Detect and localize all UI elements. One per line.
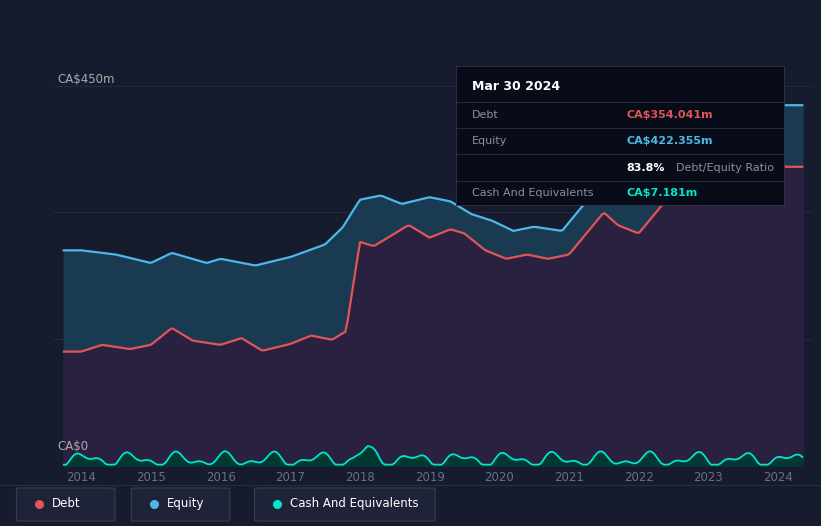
Text: CA$0: CA$0: [57, 440, 89, 453]
Text: Equity: Equity: [472, 136, 507, 146]
Text: Cash And Equivalents: Cash And Equivalents: [290, 497, 419, 510]
Text: CA$7.181m: CA$7.181m: [626, 188, 698, 198]
Text: Debt/Equity Ratio: Debt/Equity Ratio: [676, 163, 773, 173]
Text: CA$354.041m: CA$354.041m: [626, 110, 713, 120]
Text: Debt: Debt: [52, 497, 80, 510]
Text: Debt: Debt: [472, 110, 499, 120]
Text: CA$422.355m: CA$422.355m: [626, 136, 713, 146]
Text: 83.8%: 83.8%: [626, 163, 665, 173]
Text: Equity: Equity: [167, 497, 204, 510]
Text: CA$450m: CA$450m: [57, 73, 115, 86]
Text: Mar 30 2024: Mar 30 2024: [472, 79, 560, 93]
FancyBboxPatch shape: [255, 488, 435, 521]
FancyBboxPatch shape: [131, 488, 230, 521]
Text: Cash And Equivalents: Cash And Equivalents: [472, 188, 594, 198]
FancyBboxPatch shape: [16, 488, 115, 521]
